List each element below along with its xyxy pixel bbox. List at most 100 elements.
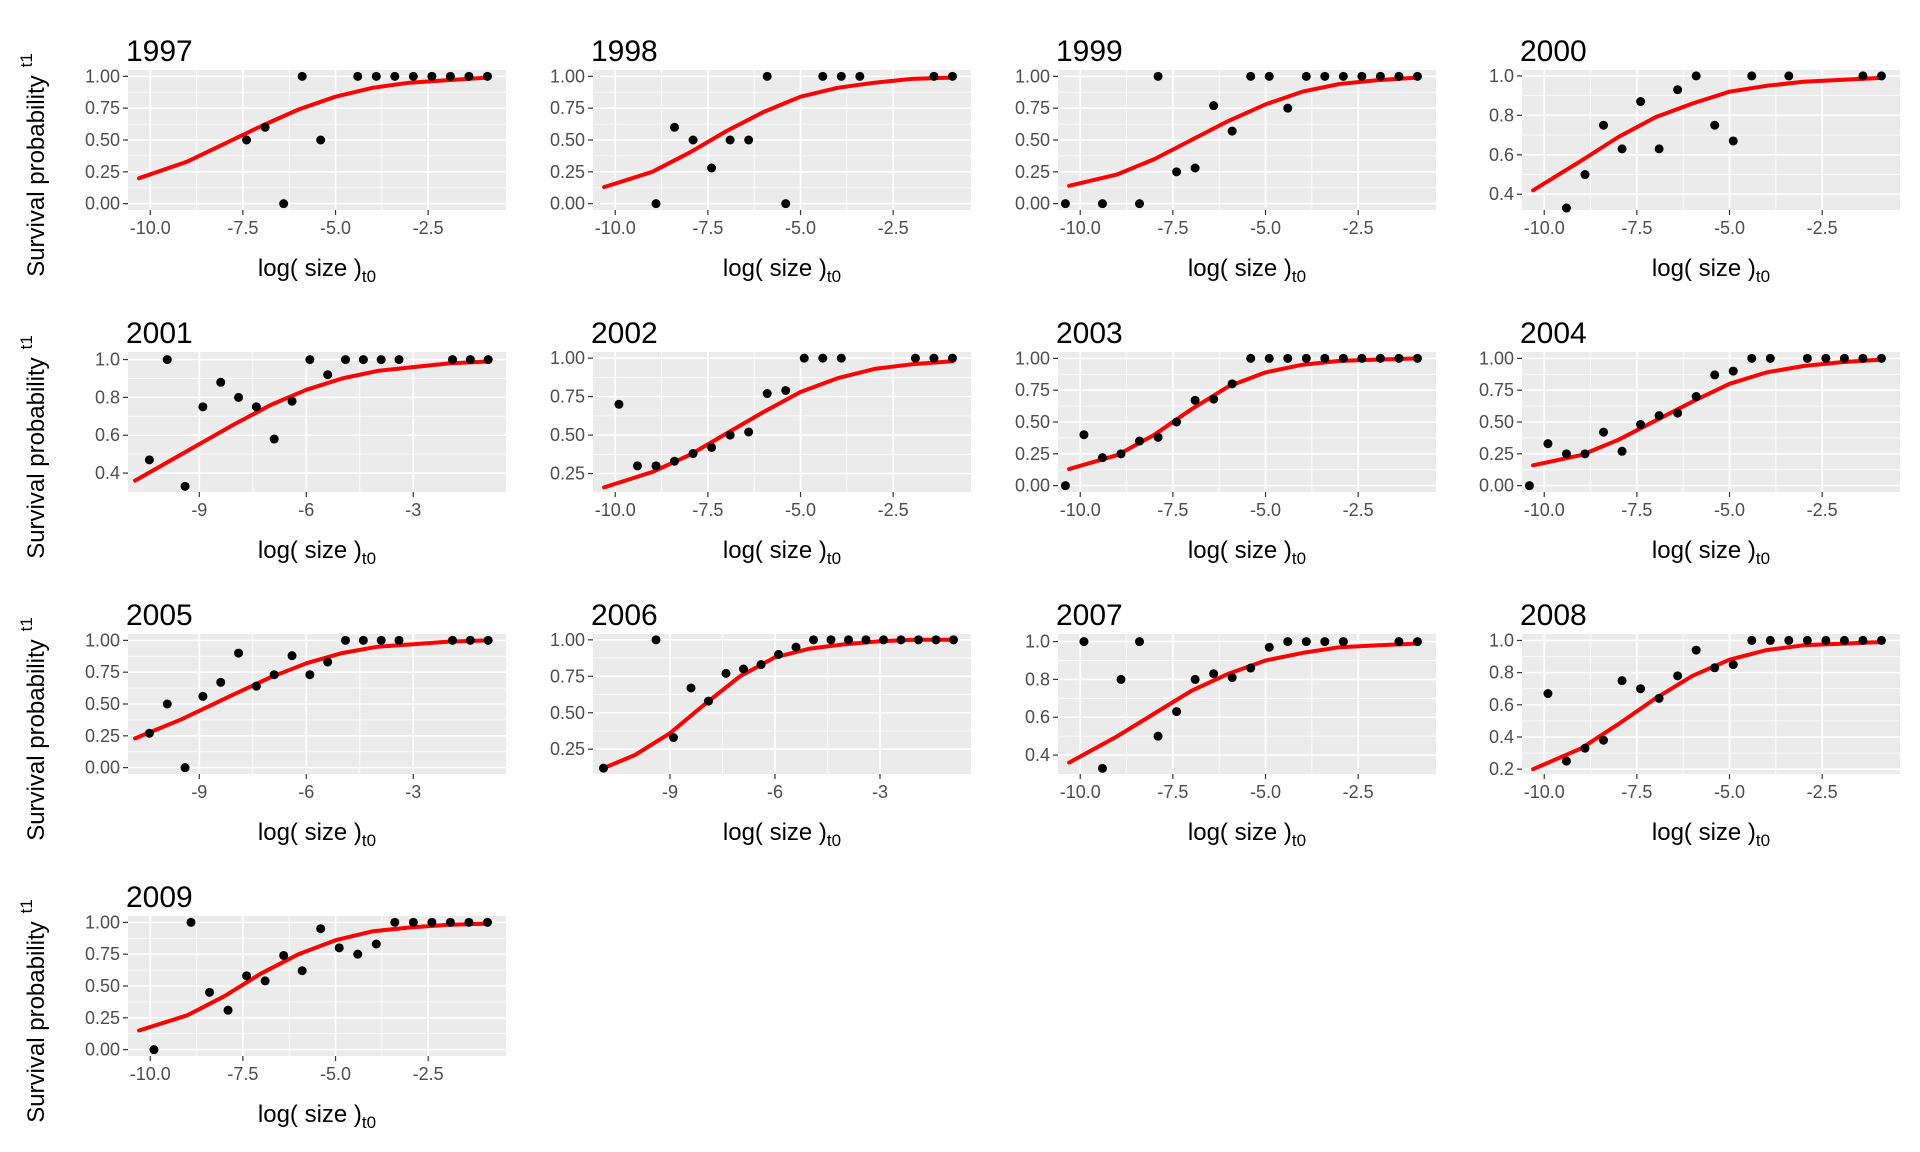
data-point (1673, 85, 1683, 95)
data-point (599, 763, 608, 773)
x-tick-label: -5.0 (1714, 500, 1745, 520)
data-point (818, 71, 828, 81)
data-point (1190, 163, 1200, 173)
x-tick-label: -5.0 (1250, 500, 1281, 520)
data-point (251, 681, 261, 691)
x-tick-label: -5.0 (1250, 782, 1281, 802)
x-axis-title: log( size )t0 (258, 537, 376, 568)
x-tick-label: -10.0 (1060, 500, 1101, 520)
data-point (725, 135, 735, 145)
data-point (1858, 71, 1868, 81)
x-tick-label: -7.5 (1621, 500, 1652, 520)
data-point (279, 199, 289, 209)
data-point (762, 71, 772, 81)
x-axis-title-main: log( size ) (723, 819, 827, 846)
panel-title: 2003 (1056, 317, 1123, 350)
y-axis-title: Survival probability t1 (17, 335, 50, 559)
y-tick-label: 0.25 (550, 739, 585, 759)
data-point (929, 353, 939, 363)
data-point (260, 976, 270, 986)
data-point (1320, 71, 1330, 81)
y-tick-label: 0.00 (1479, 476, 1514, 496)
x-axis-title-subscript: t0 (1292, 831, 1306, 850)
data-point (287, 651, 297, 661)
fitted-curve (601, 637, 956, 771)
data-point (1264, 353, 1274, 363)
data-point (1412, 353, 1422, 363)
data-point (464, 71, 474, 81)
panel-title: 2009 (126, 881, 193, 914)
data-point (1876, 635, 1886, 645)
x-tick-label: -5.0 (320, 1064, 351, 1084)
data-point (1599, 735, 1609, 745)
x-axis-title-main: log( size ) (258, 255, 362, 282)
y-tick-label: 1.00 (85, 66, 120, 86)
data-point (704, 696, 713, 706)
panel-title: 1998 (591, 35, 658, 68)
y-tick-label: 0.50 (85, 130, 120, 150)
x-axis-title-subscript: t0 (362, 1113, 376, 1132)
data-point (223, 1005, 233, 1015)
data-point (931, 635, 941, 645)
x-tick-label: -6 (298, 782, 314, 802)
panel-title: 2007 (1056, 599, 1123, 632)
x-tick-label: -10.0 (1524, 782, 1565, 802)
y-tick-label: 0.75 (550, 98, 585, 118)
x-tick-label: -2.5 (1343, 500, 1374, 520)
y-axis-title-main: Survival probability (23, 639, 50, 840)
data-point (762, 389, 772, 399)
x-axis-title-subscript: t0 (827, 831, 841, 850)
data-point (1172, 417, 1182, 427)
y-tick-label: 0.25 (1015, 162, 1050, 182)
data-point (632, 461, 642, 471)
data-point (234, 648, 244, 658)
x-axis-title: log( size )t0 (723, 537, 841, 568)
panel-2003: -10.0 -7.5 -5.0 -2.5 0.00 0.25 0.50 0.75 1.00 200… (1015, 317, 1436, 568)
data-point (1412, 637, 1422, 647)
data-point (162, 355, 172, 365)
data-point (744, 135, 754, 145)
y-axis-title: Survival probability t1 (17, 53, 50, 277)
data-point (1301, 353, 1311, 363)
x-tick-label: -2.5 (878, 218, 909, 238)
y-tick-label: 0.25 (85, 162, 120, 182)
y-tick-label: 0.25 (85, 1008, 120, 1028)
data-point (756, 660, 766, 670)
data-point (1116, 674, 1126, 684)
data-point (144, 455, 154, 465)
data-point (725, 430, 735, 440)
data-point (1283, 353, 1293, 363)
data-point (670, 456, 680, 466)
data-point (390, 71, 400, 81)
x-axis-title-subscript: t0 (362, 831, 376, 850)
data-point (1097, 763, 1107, 773)
data-point (1691, 71, 1701, 81)
x-tick-label: -3 (405, 782, 421, 802)
data-point (651, 635, 661, 645)
x-tick-label: -5.0 (785, 218, 816, 238)
data-point (1728, 660, 1738, 670)
x-axis-title-main: log( size ) (723, 537, 827, 564)
data-point (1858, 635, 1868, 645)
data-point (1617, 676, 1627, 686)
data-point (234, 392, 244, 402)
data-point (669, 733, 678, 743)
data-point (445, 917, 455, 927)
x-axis-title-subscript: t0 (1292, 549, 1306, 568)
data-point (744, 427, 754, 437)
data-point (688, 135, 698, 145)
x-tick-label: -7.5 (1157, 218, 1188, 238)
x-tick-label: -5.0 (1714, 218, 1745, 238)
data-point (408, 917, 418, 927)
y-tick-label: 1.0 (1489, 630, 1514, 650)
y-tick-label: 0.25 (550, 162, 585, 182)
data-point (1858, 353, 1868, 363)
data-point (358, 355, 368, 365)
x-axis-title-main: log( size ) (1188, 255, 1292, 282)
data-point (614, 399, 624, 409)
y-axis-title-subscript: t1 (17, 617, 36, 631)
x-tick-label: -7.5 (1157, 500, 1188, 520)
data-point (707, 163, 717, 173)
y-tick-label: 0.75 (85, 662, 120, 682)
panel-background (1522, 70, 1900, 210)
